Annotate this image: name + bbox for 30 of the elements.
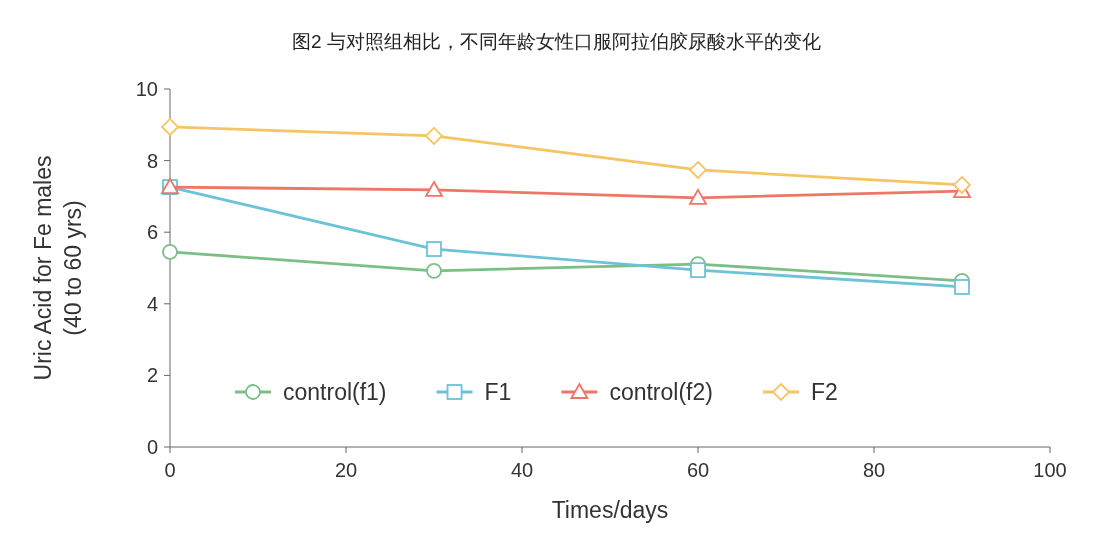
y-tick-label: 2 xyxy=(146,364,158,387)
y-tick-label: 10 xyxy=(135,78,158,100)
y-tick-label: 6 xyxy=(146,221,158,244)
legend-label: F1 xyxy=(484,379,512,405)
y-tick-label: 4 xyxy=(146,292,158,315)
legend-label: control(f2) xyxy=(609,379,713,405)
legend-label: F2 xyxy=(810,379,838,405)
point xyxy=(426,241,442,257)
point xyxy=(162,243,178,260)
point xyxy=(690,262,706,279)
y-tick-label: 8 xyxy=(146,149,158,172)
x-tick-label: 40 xyxy=(510,459,534,481)
x-tick-label: 60 xyxy=(686,459,710,481)
point xyxy=(689,188,707,205)
point xyxy=(161,118,179,136)
x-tick-label: 80 xyxy=(862,459,886,481)
point xyxy=(426,262,442,279)
point xyxy=(954,279,970,295)
y-tick-label: 0 xyxy=(146,436,158,458)
point xyxy=(425,181,443,197)
legend-label: control(f1) xyxy=(283,379,387,405)
y-axis-title: Uric Acid for Fe males (40 to 60 yrs) xyxy=(30,155,86,381)
x-axis-title: Times/days xyxy=(551,497,669,523)
chart-title: 图2 与对照组相比，不同年龄女性口服阿拉伯胶尿酸水平的变化 xyxy=(292,31,821,52)
x-tick-label: 0 xyxy=(164,459,176,481)
point xyxy=(953,176,971,194)
x-tick-label: 20 xyxy=(334,459,358,481)
point xyxy=(425,127,443,145)
point xyxy=(689,161,707,179)
x-tick-label: 100 xyxy=(1033,459,1067,481)
